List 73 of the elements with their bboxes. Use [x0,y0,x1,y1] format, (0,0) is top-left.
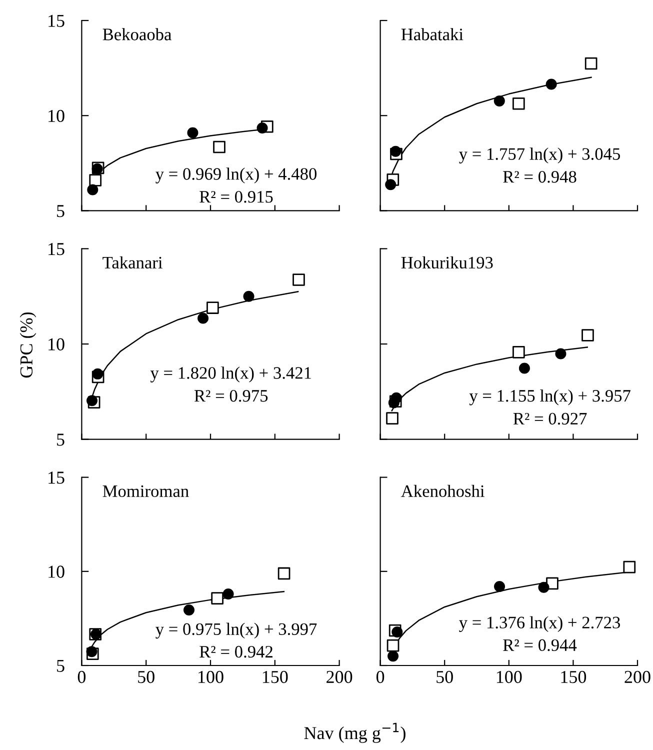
x-tick-label: 100 [198,670,224,684]
chart-title: Bekoaoba [102,28,172,40]
annotation: R² = 0.942 [200,646,272,658]
point [86,395,98,406]
point [198,312,209,324]
y-tick-label: 15 [48,14,64,27]
chart-title: Momiroman [102,485,189,498]
point [187,127,198,138]
annotation: y = 1.820 ln(x) + 3.421 [150,366,311,382]
point [546,78,557,90]
point [243,290,254,302]
point [584,57,598,70]
point [538,582,550,593]
x-tick-label: 150 [262,670,288,684]
annotation: R² = 0.944 [503,639,577,652]
y-tick-label: 5 [57,434,64,446]
point [86,646,98,658]
y-tick-label: 5 [57,660,64,672]
point [390,146,402,157]
y-tick-label: 5 [57,205,64,218]
point [211,592,224,604]
x-tick-label: 100 [496,670,522,684]
annotation: R² = 0.948 [503,170,576,183]
x-tick-label: 50 [436,670,453,684]
point [512,97,525,110]
point [386,639,400,652]
annotation: y = 0.975 ln(x) + 3.997 [156,622,317,639]
point [183,604,194,616]
x-tick-label: 200 [326,670,352,684]
point [256,122,268,134]
point [582,329,594,342]
point [388,650,399,662]
chart-title: Hokuriku193 [401,256,493,269]
x-tick-label: 50 [138,670,154,684]
point [392,626,403,638]
y-tick-label: 15 [48,243,64,256]
annotation: y = 0.969 ln(x) + 4.480 [156,168,317,184]
annotation: y = 1.757 ln(x) + 3.045 [459,148,620,164]
point [555,348,566,360]
point [206,302,219,314]
point [292,274,305,286]
y-tick-label: 10 [48,110,64,122]
point [92,368,104,380]
point [494,95,505,106]
annotation: y = 1.376 ln(x) + 2.723 [459,616,620,632]
annotation: R² = 0.975 [194,390,268,402]
y-tick-label: 15 [48,472,64,484]
point [386,412,398,424]
point [87,184,98,196]
point [494,580,506,592]
annotation: y = 1.155 ln(x) + 3.957 [469,389,630,406]
x-tick-label: 0 [78,670,86,684]
y-axis-title: GPC (%) [20,312,36,378]
y-tick-label: 10 [48,566,64,578]
point [89,174,102,186]
x-tick-label: 150 [561,670,586,684]
chart-title: Habataki [401,28,464,40]
chart-title: Takanari [102,256,162,269]
y-tick-label: 10 [48,338,64,350]
point [512,346,525,358]
x-tick-label: 200 [624,670,650,684]
point [213,140,226,154]
point [222,588,234,600]
annotation: R² = 0.915 [200,190,273,203]
point [623,560,636,574]
x-tick-label: 0 [376,670,384,684]
point [518,362,530,374]
point [385,179,396,190]
point [390,392,402,404]
chart-title: Akenohoshi [401,484,484,498]
point [278,567,290,580]
x-axis-title: Nav (mg g$^{−1}$) [304,722,406,743]
annotation: R² = 0.927 [513,412,587,425]
